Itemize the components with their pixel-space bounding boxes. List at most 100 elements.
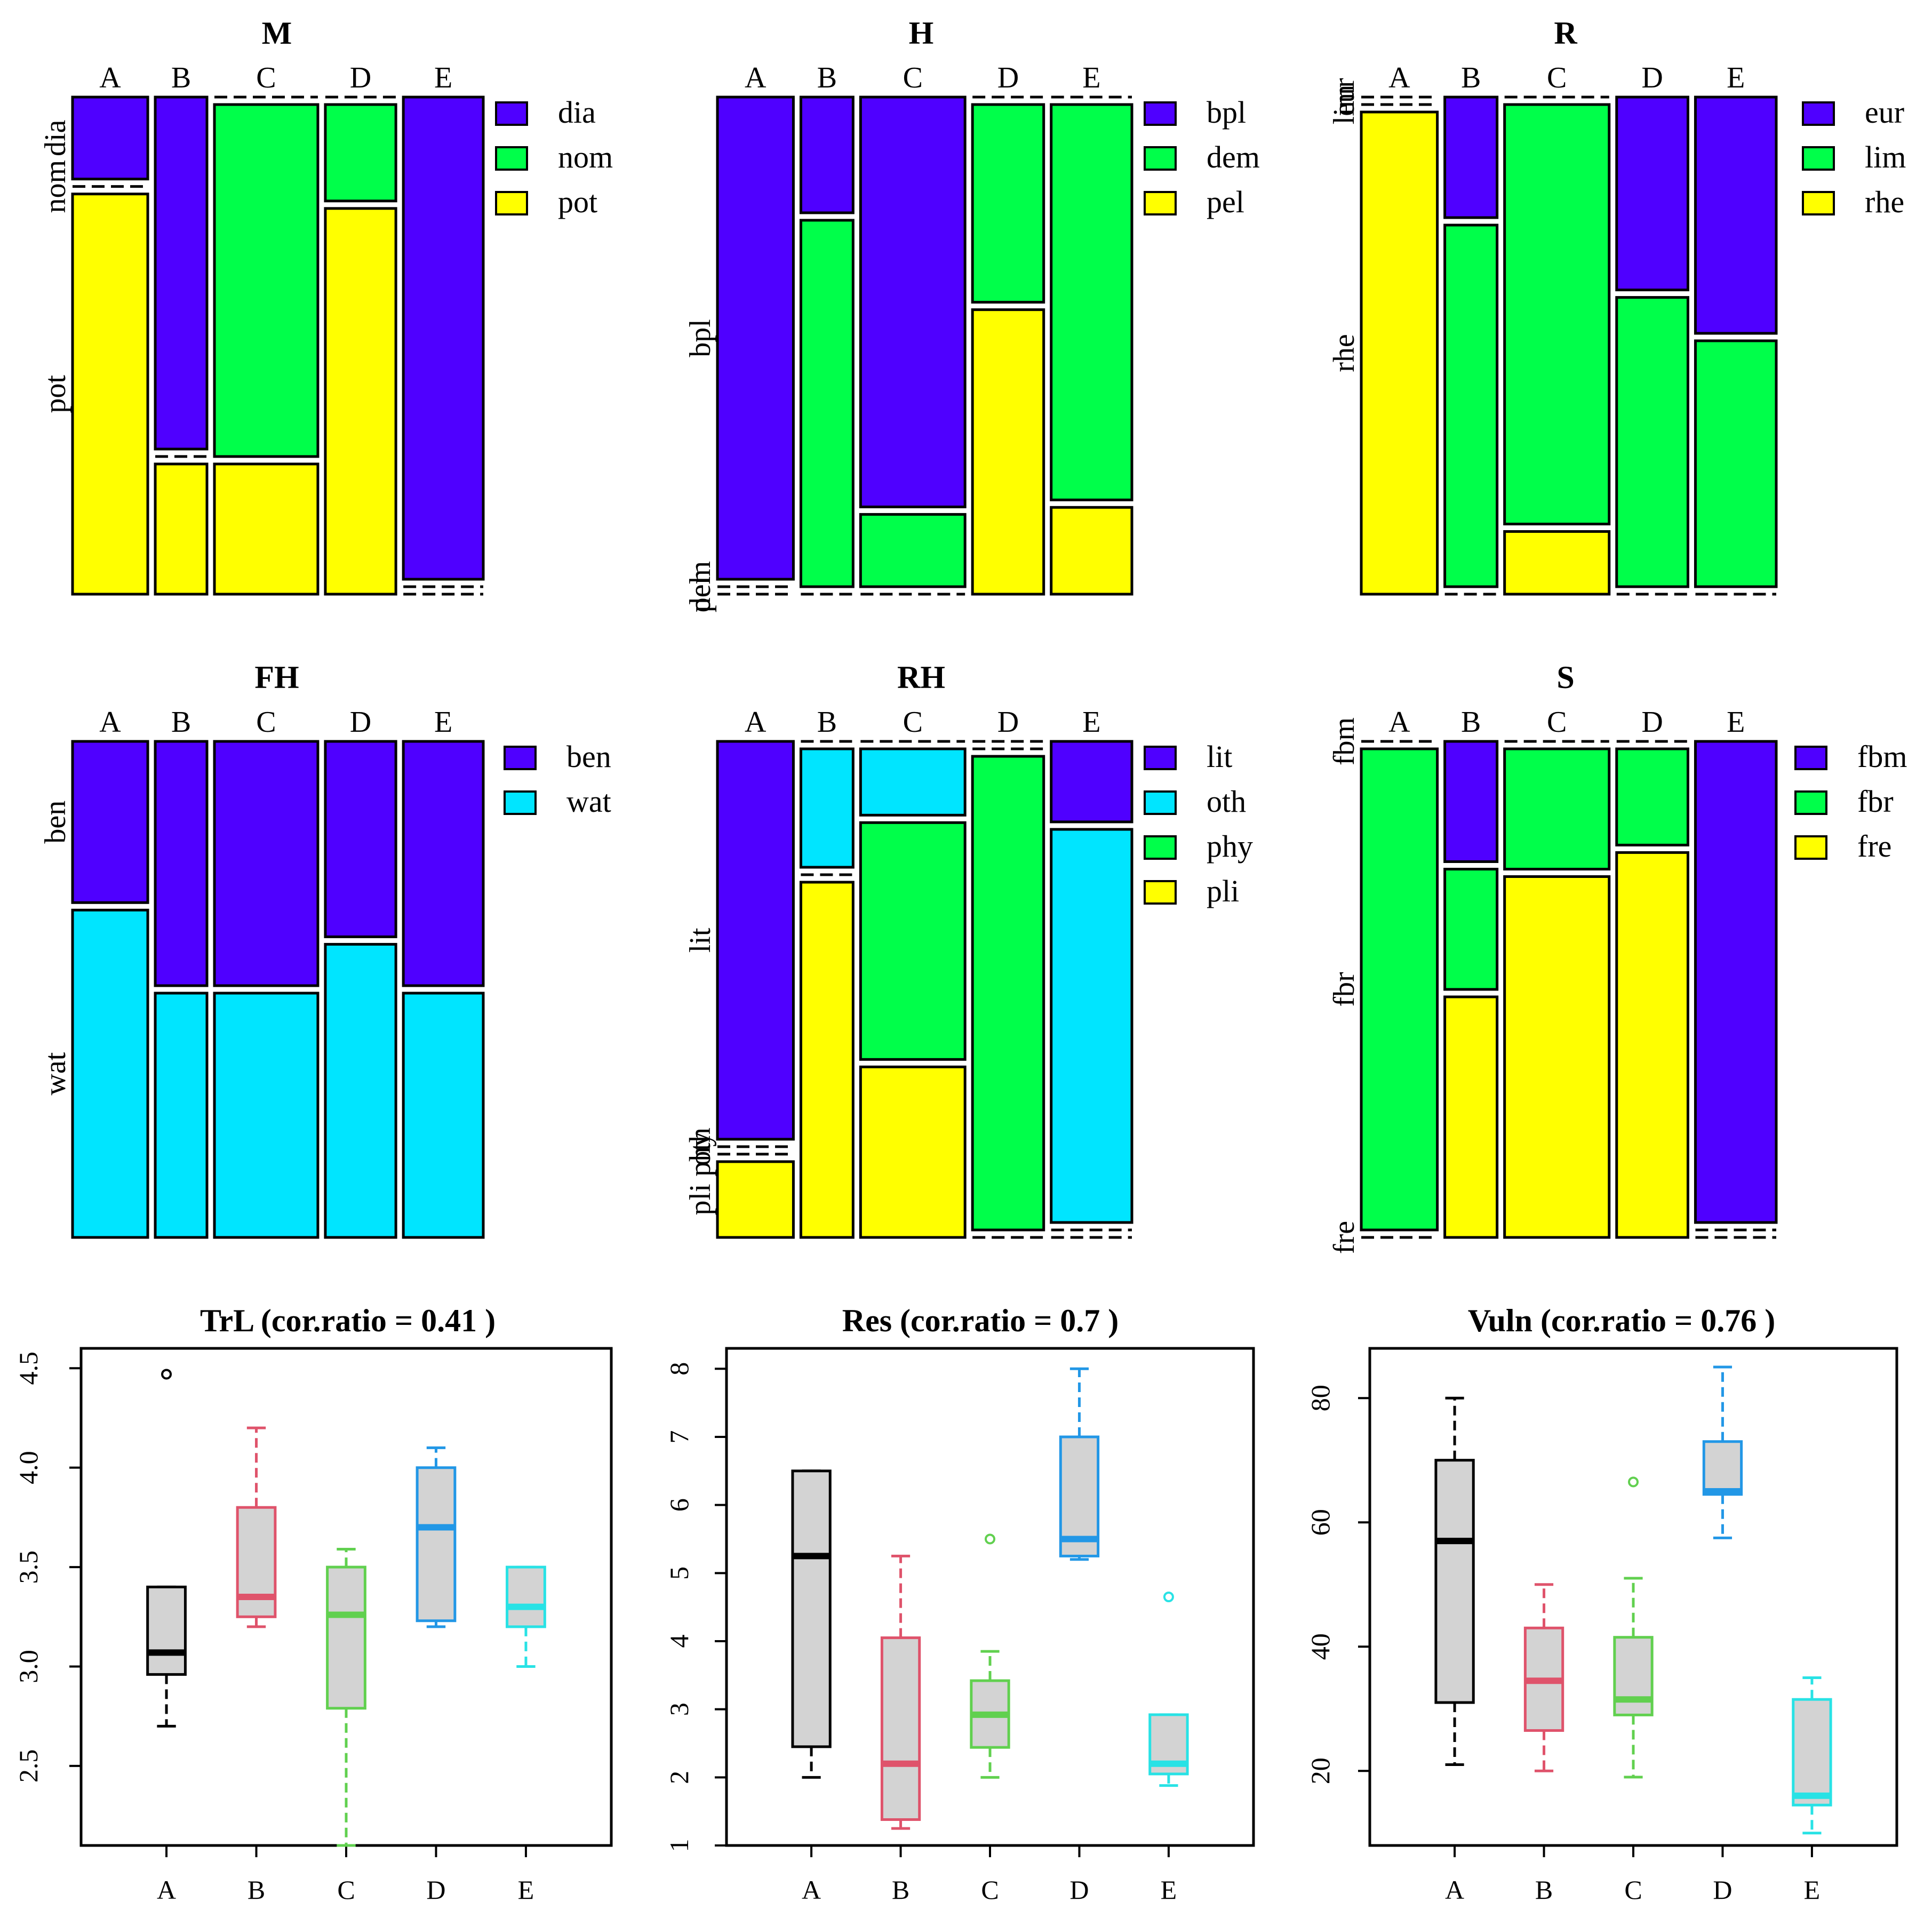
column-label: D [1641, 706, 1663, 739]
mosaic-tile-lim [1503, 103, 1611, 525]
mosaic-tile-eur [1615, 95, 1689, 292]
panel-title: FH [254, 660, 299, 695]
y-tick-label: 1 [664, 1839, 694, 1852]
mosaic-tile-phy [971, 755, 1045, 1232]
box-body [326, 1565, 366, 1710]
y-tick-label: 4.5 [13, 1352, 43, 1385]
box-E [506, 1565, 546, 1668]
mosaic-tile-dem [971, 103, 1045, 304]
mosaic-tile-eur [1443, 95, 1499, 219]
legend-label-pot: pot [558, 185, 597, 219]
mosaic-column-A: A [716, 61, 795, 596]
mosaic-column-D: D [971, 61, 1045, 596]
x-tick-label: D [1069, 1875, 1089, 1905]
legend: dia nom pot [495, 95, 613, 219]
mosaic-column-E: E [402, 61, 485, 596]
mosaic-tile-wat [402, 992, 485, 1239]
x-tick-label: C [1624, 1875, 1642, 1905]
legend: eur lim rhe [1802, 95, 1906, 219]
mosaic-tile-fbm [1443, 740, 1499, 863]
box-D [416, 1446, 457, 1628]
x-tick-label: D [426, 1875, 445, 1905]
side-label-oth: oth [684, 1128, 717, 1166]
legend-label-rhe: rhe [1865, 185, 1904, 219]
mosaic-tile-lim [1443, 223, 1499, 588]
mosaic-tile-nom [324, 103, 397, 203]
legend-label-nom: nom [558, 140, 613, 174]
mosaic-tile-bpl [799, 95, 855, 214]
mosaic-tile-fbr [1443, 868, 1499, 991]
side-label-lim: lim [1328, 85, 1361, 125]
panel-title: S [1556, 660, 1574, 695]
panel-title: R [1554, 15, 1577, 51]
mosaic-tile-pot [324, 207, 397, 596]
mosaic-tile-lim [1615, 296, 1689, 588]
column-label: D [350, 706, 371, 739]
legend-label-phy: phy [1207, 829, 1253, 864]
side-label-fbm: fbm [1328, 717, 1361, 765]
legend-label-wat: wat [566, 784, 611, 819]
legend-swatch-oth [1144, 790, 1177, 815]
y-tick-label: 4.0 [13, 1451, 43, 1484]
mosaic-column-B: B [799, 706, 855, 1239]
legend-swatch-dem [1144, 146, 1177, 171]
mosaic-tile-lit [716, 740, 795, 1141]
column-label: B [817, 706, 837, 739]
y-tick-label: 80 [1305, 1385, 1335, 1411]
x-tick-label: C [981, 1875, 999, 1905]
mosaic-column-D: D [1615, 61, 1689, 596]
box-body [1434, 1459, 1475, 1704]
column-label: A [99, 61, 121, 94]
mosaic-tile-fre [1443, 995, 1499, 1239]
column-label: D [1641, 61, 1663, 94]
legend-label-pel: pel [1207, 185, 1244, 219]
legend-swatch-pli [1144, 880, 1177, 905]
column-label: E [1082, 706, 1100, 739]
box-body [1702, 1440, 1743, 1496]
y-tick-label: 7 [664, 1430, 694, 1443]
mosaic-tile-wat [324, 942, 397, 1239]
column-label: B [171, 706, 191, 739]
mosaic-tile-pel [1050, 506, 1133, 596]
mosaic-tile-wat [71, 908, 149, 1239]
panel-title: RH [897, 660, 945, 695]
mosaic-tile-fre [1615, 851, 1689, 1239]
mosaic-column-D: D [324, 706, 397, 1239]
box-A [1434, 1396, 1475, 1767]
legend: bpl dem pel [1144, 95, 1260, 219]
mosaic-tile-pot [154, 462, 209, 596]
mosaic-tile-ben [402, 740, 485, 987]
mosaic-tile-ben [71, 740, 149, 904]
side-label-dem: dem [684, 561, 717, 612]
box-body [146, 1585, 187, 1676]
box-C [970, 1533, 1010, 1779]
box-body [1792, 1698, 1832, 1807]
legend-label-fbr: fbr [1857, 784, 1894, 819]
mosaic-column-A: A [1360, 706, 1439, 1239]
legend-swatch-fre [1794, 835, 1827, 860]
column-label: E [1727, 61, 1745, 94]
boxplot-panel-6: TrL (cor.ratio = 0.41 ) 2.5 3.0 3.5 4.0 4.5 A B… [13, 1303, 613, 1905]
mosaic-column-A: A [71, 61, 149, 596]
box-C [326, 1548, 366, 1847]
side-label-wat: wat [39, 1052, 72, 1095]
side-label-fbr: fbr [1328, 972, 1361, 1007]
side-label-nom: nom [39, 160, 72, 213]
x-tick-label: E [1804, 1875, 1821, 1905]
legend-swatch-eur [1802, 101, 1835, 126]
column-label: A [745, 706, 767, 739]
legend-swatch-pot [495, 191, 528, 215]
legend-label-pli: pli [1207, 874, 1239, 908]
column-label: E [434, 61, 452, 94]
mosaic-tile-phy [859, 821, 967, 1061]
box-body [791, 1469, 832, 1748]
mosaic-column-E: E [1050, 61, 1133, 596]
legend: fbm fbr fre [1794, 739, 1907, 864]
legend-swatch-phy [1144, 835, 1177, 860]
mosaic-column-E: E [1694, 706, 1778, 1239]
